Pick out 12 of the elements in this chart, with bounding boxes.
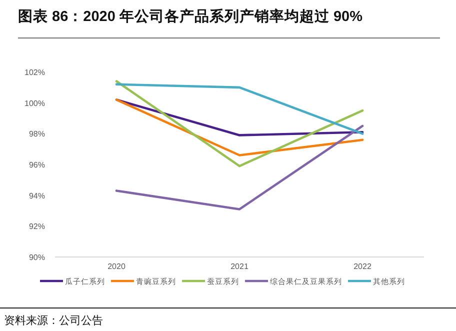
y-tick-label: 96% (28, 160, 45, 170)
y-tick-label: 90% (28, 253, 45, 262)
x-tick-label: 2020 (108, 262, 126, 271)
y-tick-label: 100% (24, 98, 45, 108)
y-tick-label: 98% (28, 130, 45, 139)
x-tick-label: 2022 (354, 262, 372, 271)
x-tick-label: 2021 (230, 262, 249, 271)
annotation: 资料来源：公司公告 (4, 314, 103, 327)
y-tick-label: 102% (24, 68, 45, 77)
y-tick-label: 92% (28, 222, 45, 232)
y-tick-label: 94% (28, 191, 45, 200)
title: 图表 86：2020 年公司各产品系列产销率均超过 90% (18, 9, 362, 25)
